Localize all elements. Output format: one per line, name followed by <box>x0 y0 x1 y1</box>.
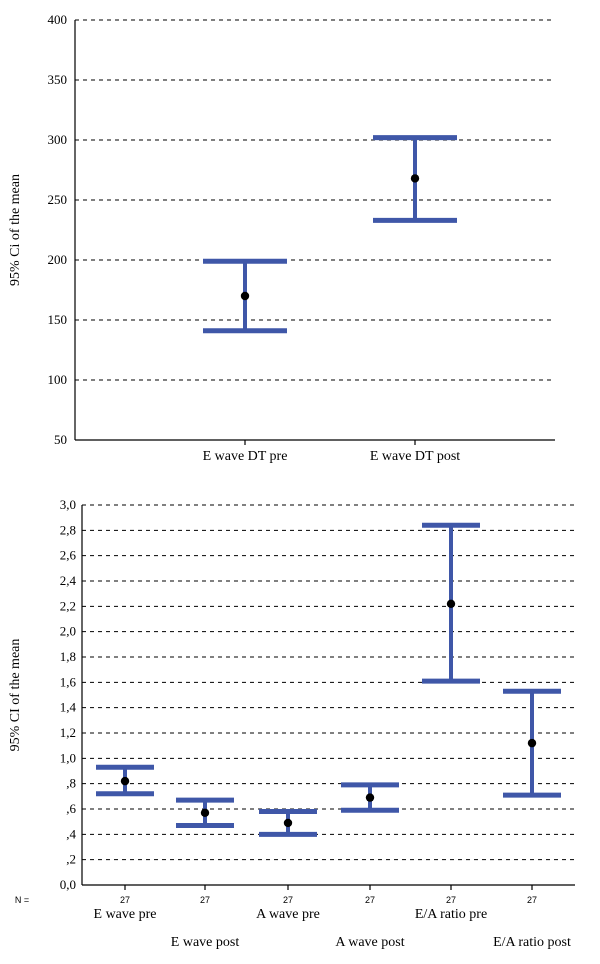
y-axis-label: 95% Ci of the mean <box>8 174 23 286</box>
mean-point <box>446 599 456 608</box>
y-tick-label: 1,8 <box>60 649 76 664</box>
y-tick-label: ,4 <box>66 826 76 841</box>
y-tick-label: 2,2 <box>60 598 76 613</box>
y-tick-label: 2,6 <box>60 548 77 563</box>
y-tick-label: 2,4 <box>60 573 77 588</box>
x-category-label: E/A ratio pre <box>415 907 487 922</box>
mean-point <box>365 793 375 802</box>
y-tick-label: ,2 <box>66 852 76 867</box>
mean-point <box>240 291 250 301</box>
x-category-label: A wave pre <box>256 907 320 922</box>
x-category-label: A wave post <box>335 935 404 950</box>
n-label: N = <box>15 895 29 905</box>
x-category-label: E wave pre <box>94 907 157 922</box>
y-tick-label: ,6 <box>66 801 76 816</box>
n-value: 27 <box>283 895 293 905</box>
y-tick-label: 100 <box>48 372 68 387</box>
x-category-label: E/A ratio post <box>493 935 571 950</box>
x-category-label: E wave post <box>171 935 240 950</box>
y-tick-label: 1,2 <box>60 725 76 740</box>
mean-point <box>527 738 537 748</box>
mean-point <box>120 776 130 786</box>
x-category-label: E wave DT pre <box>203 449 288 464</box>
y-tick-label: 300 <box>48 132 68 147</box>
n-value: 27 <box>527 895 537 905</box>
y-tick-label: 150 <box>48 312 68 327</box>
y-tick-label: 200 <box>48 252 68 267</box>
mean-point <box>200 808 210 817</box>
y-tick-label: 400 <box>48 12 68 27</box>
n-value: 27 <box>120 895 130 905</box>
y-tick-label: 0,0 <box>60 877 76 892</box>
x-category-label: E wave DT post <box>370 449 460 464</box>
top-chart: 400 350 300 250 200 150 100 50 95% Ci of the mea… <box>8 12 555 464</box>
y-tick-label: 250 <box>48 192 68 207</box>
y-tick-label: 2,0 <box>60 624 76 639</box>
y-tick-label: 2,8 <box>60 522 76 537</box>
y-axis-label: 95% CI of the mean <box>8 639 23 752</box>
mean-point <box>410 174 420 183</box>
y-tick-label: 350 <box>48 72 68 87</box>
y-tick-label: 50 <box>54 432 67 447</box>
n-value: 27 <box>365 895 375 905</box>
y-tick-label: 3,0 <box>60 497 76 512</box>
y-tick-label: 1,0 <box>60 750 76 765</box>
bottom-chart: 3,0 2,8 2,6 2,4 2,2 2,0 1,8 1,6 1,4 1,2 1,0 ,8 ,6 ,4,… <box>8 497 575 950</box>
n-value: 27 <box>446 895 456 905</box>
y-tick-label: 1,6 <box>60 674 77 689</box>
mean-point <box>283 818 293 828</box>
n-value: 27 <box>200 895 210 905</box>
y-tick-label: ,8 <box>66 776 76 791</box>
y-tick-label: 1,4 <box>60 700 77 715</box>
